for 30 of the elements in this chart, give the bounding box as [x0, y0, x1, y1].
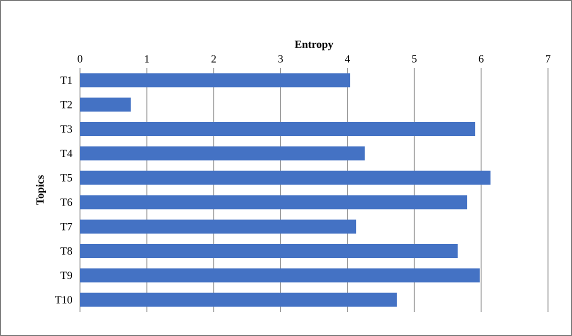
bar — [80, 146, 365, 160]
x-tick-label: 0 — [78, 55, 82, 62]
x-axis-title: Entropy — [294, 40, 334, 50]
x-tick-label: 1 — [145, 55, 149, 62]
x-tick-label: 3 — [278, 55, 283, 62]
bar — [80, 244, 458, 258]
bar — [80, 220, 356, 234]
y-tick-label: T2 — [60, 100, 72, 108]
x-tick-label: 2 — [211, 55, 216, 62]
x-tick-label: 7 — [546, 55, 550, 62]
bar — [80, 73, 350, 88]
x-tick-label: 4 — [344, 55, 350, 62]
y-tick-label: T5 — [60, 174, 72, 182]
y-axis-title: Topics — [36, 175, 46, 205]
bar — [80, 170, 490, 185]
bar — [80, 122, 476, 136]
bar — [80, 98, 131, 112]
x-tick-label: 5 — [412, 55, 417, 62]
y-tick-label: T10 — [55, 296, 72, 304]
bar — [80, 268, 480, 282]
y-tick-label: T7 — [60, 223, 72, 230]
y-tick-label: T8 — [60, 247, 72, 255]
bar — [80, 195, 468, 210]
y-tick-label: T1 — [60, 76, 72, 84]
y-tick-label: T3 — [60, 125, 72, 133]
y-tick-label: T9 — [60, 272, 72, 280]
y-tick-label: T4 — [60, 150, 72, 158]
bar — [80, 292, 397, 307]
y-tick-label: T6 — [60, 198, 72, 206]
x-tick-label: 6 — [478, 55, 484, 62]
